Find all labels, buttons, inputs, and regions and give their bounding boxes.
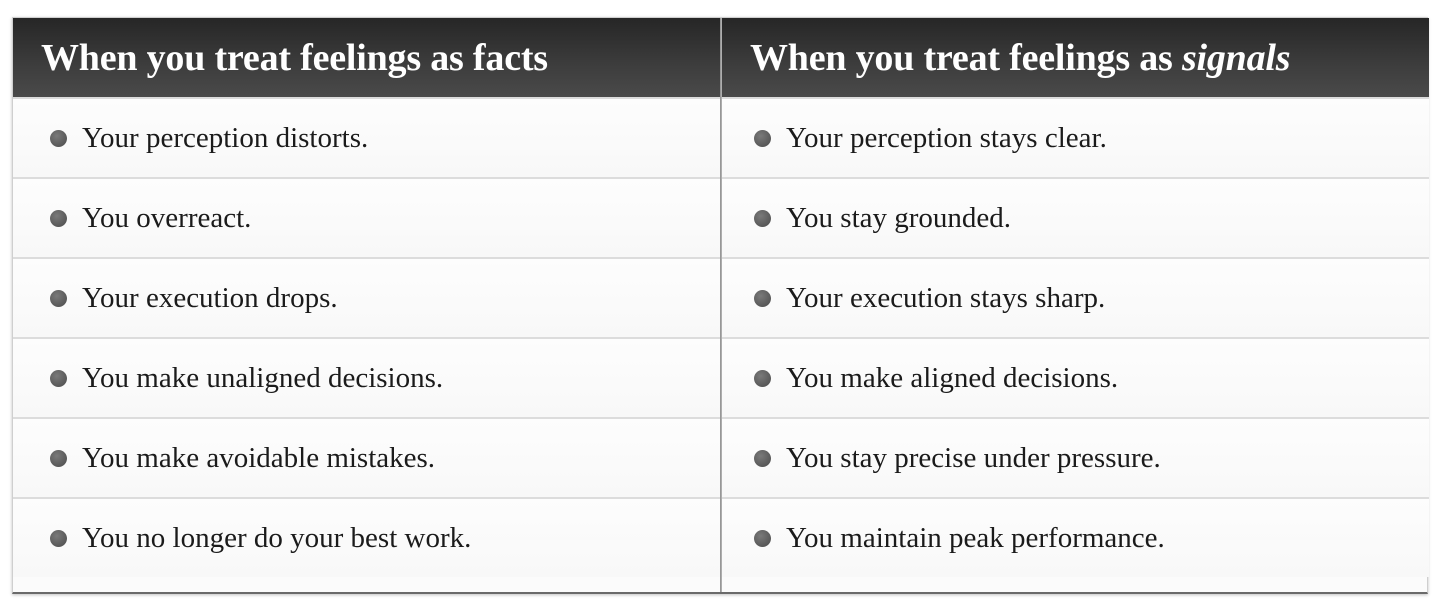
column-facts: When you treat feelings as facts Your pe… [13, 18, 720, 592]
bullet-icon [50, 369, 67, 387]
item-text: You stay grounded. [786, 201, 1012, 234]
header-signals-prefix: When you treat feelings as [750, 36, 1182, 79]
bullet-icon [754, 529, 771, 547]
bullet-icon [50, 209, 67, 227]
list-item: Your perception distorts. [13, 97, 720, 177]
bullet-icon [50, 449, 67, 467]
bullet-icon [754, 369, 771, 387]
list-item: You stay precise under pressure. [722, 417, 1429, 497]
list-item: You make avoidable mistakes. [13, 417, 720, 497]
item-text: You make aligned decisions. [786, 361, 1119, 394]
item-text: Your perception stays clear. [786, 121, 1107, 154]
header-signals-emphasis: signals [1181, 36, 1291, 79]
bullet-icon [754, 129, 771, 147]
list-item: You no longer do your best work. [13, 497, 720, 577]
header-signals: When you treat feelings as signals [722, 18, 1429, 97]
item-text: You make unaligned decisions. [82, 361, 444, 394]
list-item: You overreact. [13, 177, 720, 257]
bullet-icon [50, 129, 67, 147]
list-item: You stay grounded. [722, 177, 1429, 257]
header-facts: When you treat feelings as facts [13, 18, 720, 97]
item-text: You make avoidable mistakes. [82, 441, 436, 474]
bullet-icon [754, 289, 771, 307]
bullet-icon [50, 289, 67, 307]
item-text: You stay precise under pressure. [786, 441, 1161, 474]
item-text: Your execution stays sharp. [786, 281, 1106, 314]
item-text: You no longer do your best work. [82, 521, 472, 554]
item-text: You overreact. [82, 201, 252, 234]
item-text: Your perception distorts. [82, 121, 369, 154]
bullet-icon [50, 529, 67, 547]
item-text: You maintain peak performance. [786, 521, 1165, 554]
list-item: You make unaligned decisions. [13, 337, 720, 417]
list-item: You maintain peak performance. [722, 497, 1429, 577]
list-item: Your execution drops. [13, 257, 720, 337]
bullet-icon [754, 209, 771, 227]
header-facts-label: When you treat feelings as facts [41, 36, 548, 79]
list-item: You make aligned decisions. [722, 337, 1429, 417]
list-item: Your execution stays sharp. [722, 257, 1429, 337]
bullet-icon [754, 449, 771, 467]
list-item: Your perception stays clear. [722, 97, 1429, 177]
comparison-table: When you treat feelings as facts Your pe… [12, 17, 1429, 594]
column-signals: When you treat feelings as signals Your … [722, 18, 1429, 592]
column-divider [720, 18, 722, 592]
item-text: Your execution drops. [82, 281, 338, 314]
